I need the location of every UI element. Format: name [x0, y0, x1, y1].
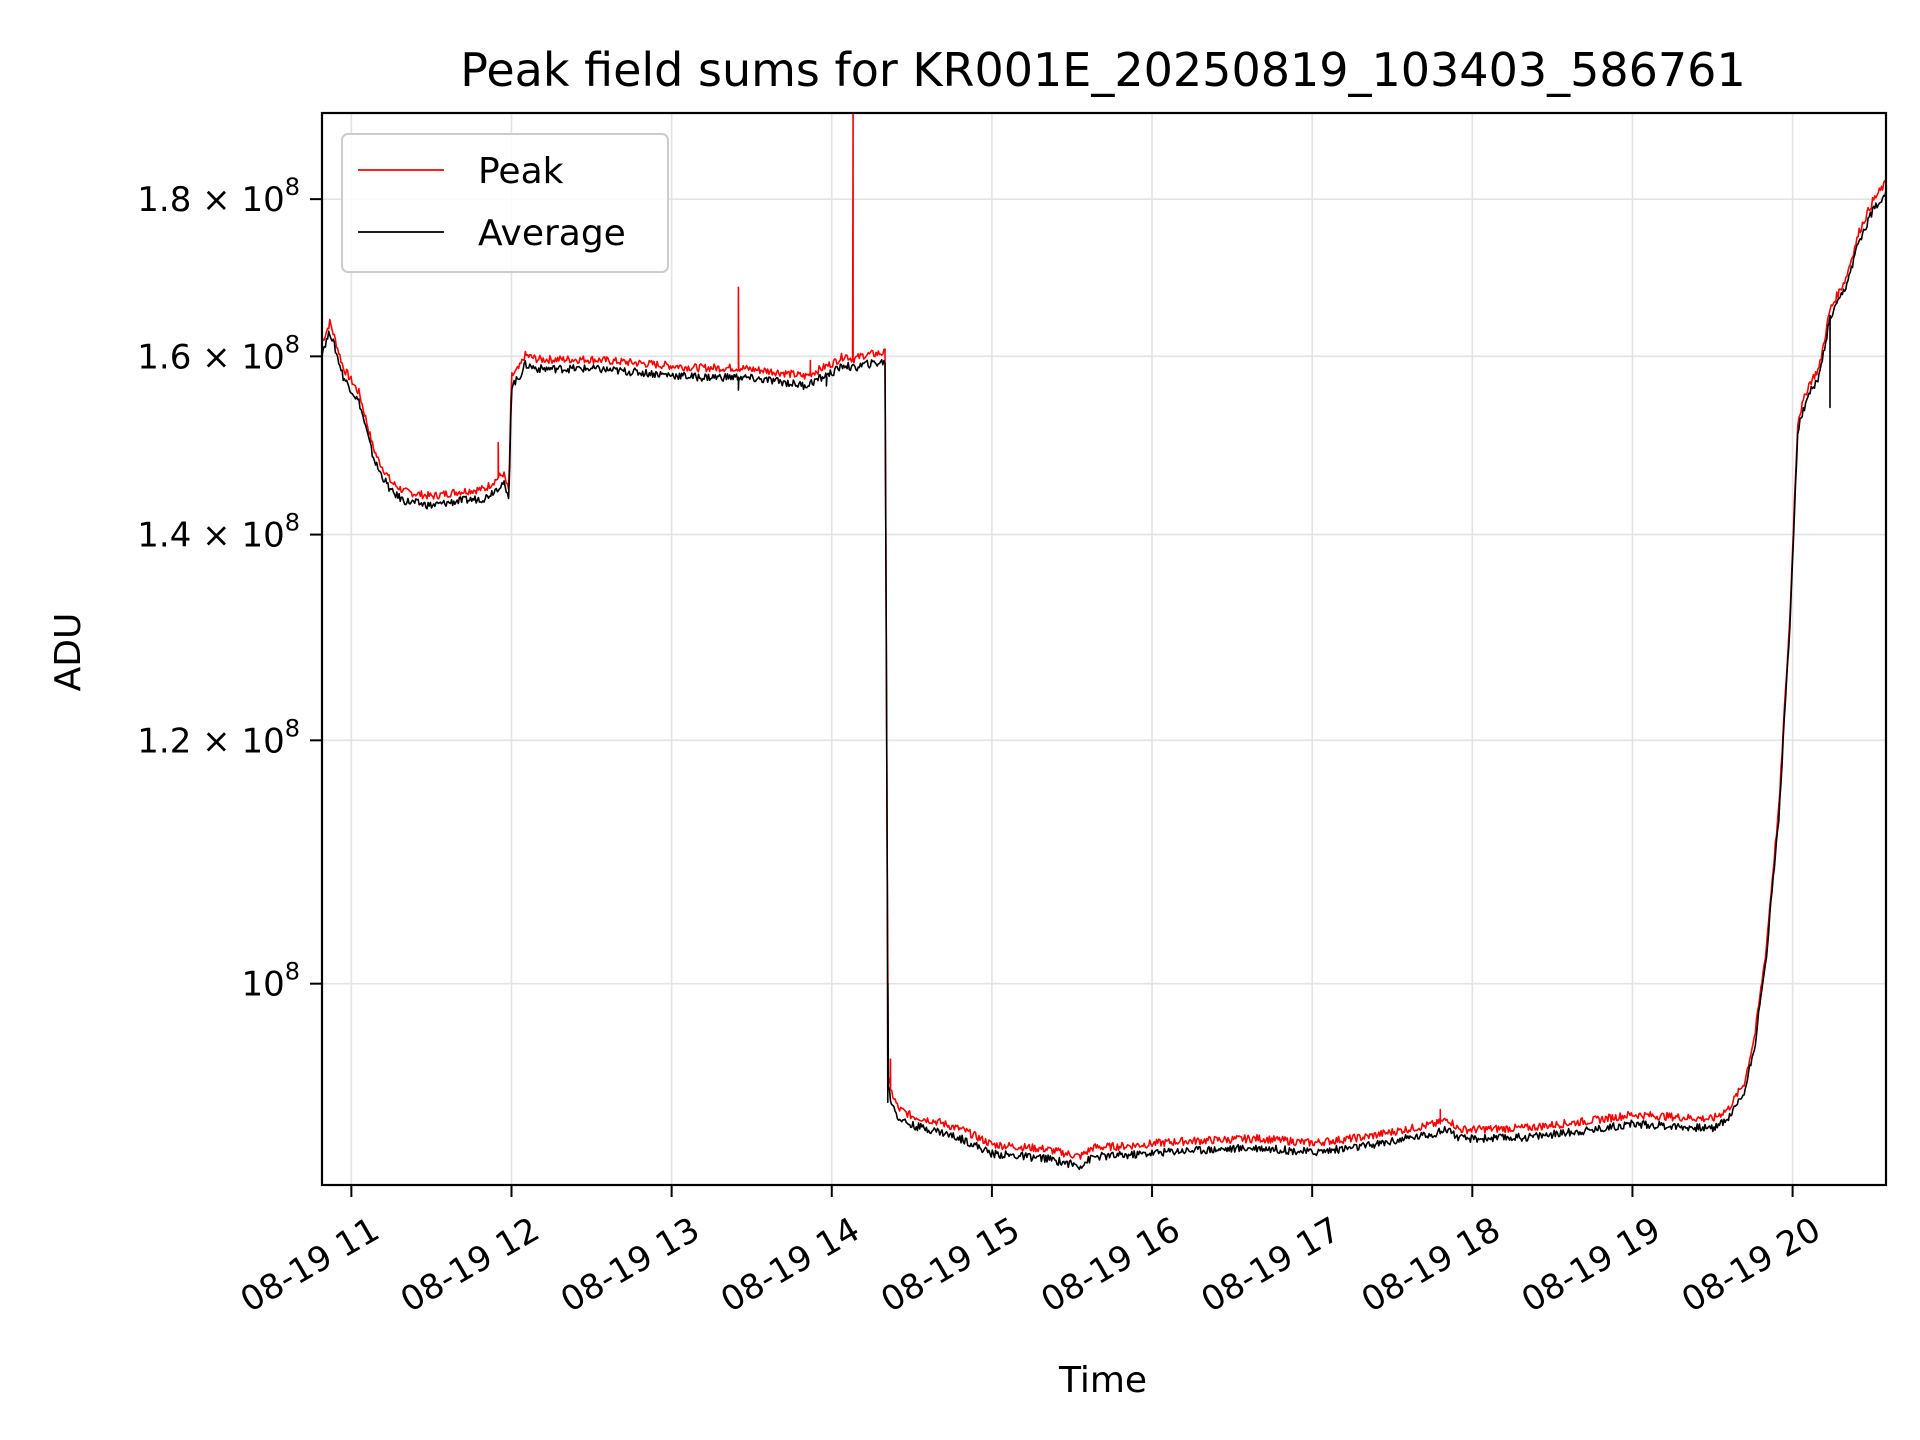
y-axis-label: ADU	[48, 613, 89, 692]
x-tick-label: 08-19 18	[1355, 1210, 1507, 1321]
grid	[322, 113, 1886, 1185]
x-tick-label: 08-19 15	[874, 1210, 1026, 1321]
y-axis: 108 1.2 × 108 1.4 × 108 1.6 × 108 1.8 × 108	[137, 173, 322, 1005]
series-line-average	[322, 190, 1886, 1171]
x-tick-label: 08-19 19	[1515, 1210, 1667, 1321]
y-tick-label: 1.2 × 108	[137, 714, 300, 761]
x-tick-label: 08-19 14	[714, 1210, 866, 1321]
legend-label: Peak	[478, 151, 564, 192]
x-tick-label: 08-19 12	[394, 1210, 546, 1321]
chart-title: Peak field sums for KR001E_20250819_1034…	[460, 43, 1745, 97]
series-line-peak	[322, 113, 1886, 1160]
x-tick-label: 08-19 16	[1035, 1210, 1187, 1321]
plot-frame	[320, 111, 1888, 1187]
x-axis: 08-19 11 08-19 12 08-19 13 08-19 14 08-19 15…	[234, 1185, 1827, 1321]
x-tick-label: 08-19 11	[234, 1210, 386, 1321]
legend: Peak Average	[341, 133, 669, 273]
x-tick-label: 08-19 17	[1195, 1210, 1347, 1321]
y-tick-label: 1.8 × 108	[137, 173, 300, 220]
legend-label: Average	[478, 213, 626, 254]
legend-box	[341, 133, 669, 273]
y-tick-label: 1.6 × 108	[137, 330, 300, 377]
x-tick-label: 08-19 13	[554, 1210, 706, 1321]
y-tick-label: 1.4 × 108	[137, 509, 300, 556]
series-layer	[322, 113, 1886, 1171]
x-tick-label: 08-19 20	[1675, 1210, 1827, 1321]
x-axis-label: Time	[1058, 1360, 1147, 1401]
y-tick-label: 108	[241, 958, 300, 1005]
